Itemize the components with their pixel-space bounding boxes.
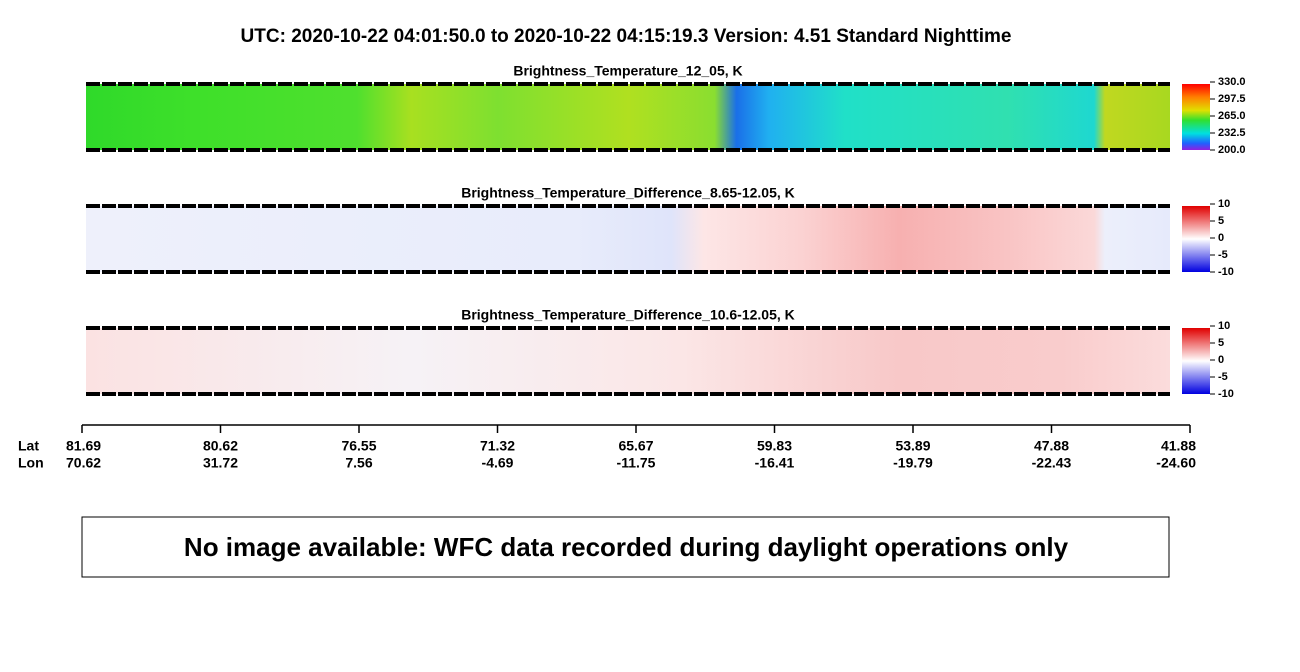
heatmap [86, 84, 1170, 150]
heatmap [86, 328, 1170, 394]
lon-value: -19.79 [893, 455, 933, 471]
colorbar-label: -5 [1218, 249, 1228, 261]
colorbar-label: 5 [1218, 337, 1224, 349]
lat-value: 81.69 [66, 438, 101, 454]
lat-value: 41.88 [1161, 438, 1196, 454]
colorbar [1182, 206, 1210, 272]
colorbar-label: 10 [1218, 320, 1230, 332]
colorbar [1182, 84, 1210, 150]
lon-value: 7.56 [345, 455, 372, 471]
colorbar-label: 0 [1218, 354, 1224, 366]
lon-value: -4.69 [482, 455, 514, 471]
heatmap [86, 206, 1170, 272]
lon-label: Lon [18, 455, 44, 471]
lat-value: 53.89 [895, 438, 930, 454]
colorbar-label: 330.0 [1218, 76, 1246, 88]
colorbar-label: -5 [1218, 371, 1228, 383]
lat-value: 71.32 [480, 438, 515, 454]
panel-title: Brightness_Temperature_12_05, K [513, 63, 742, 79]
colorbar-label: 232.5 [1218, 127, 1246, 139]
colorbar-label: -10 [1218, 266, 1234, 278]
lat-label: Lat [18, 438, 39, 454]
lat-value: 59.83 [757, 438, 792, 454]
colorbar-label: 265.0 [1218, 110, 1246, 122]
lat-value: 65.67 [618, 438, 653, 454]
panels: Brightness_Temperature_12_05, K 330.0 297.… [86, 63, 1246, 400]
lon-value: -24.60 [1156, 455, 1196, 471]
lon-value: 70.62 [66, 455, 101, 471]
colorbar-label: 5 [1218, 215, 1224, 227]
colorbar-label: 10 [1218, 198, 1230, 210]
lat-value: 80.62 [203, 438, 238, 454]
colorbar-label: 0 [1218, 232, 1224, 244]
message-box [81, 516, 1170, 578]
title: UTC: 2020-10-22 04:01:50.0 to 2020-10-22… [241, 26, 1012, 47]
colorbar-label: 200.0 [1218, 144, 1246, 156]
lon-value: -22.43 [1032, 455, 1072, 471]
panel-title: Brightness_Temperature_Difference_10.6-1… [461, 307, 795, 323]
lat-value: 47.88 [1034, 438, 1069, 454]
lon-value: -16.41 [755, 455, 795, 471]
colorbar [1182, 328, 1210, 394]
lon-value: -11.75 [617, 455, 656, 471]
lon-value: 31.72 [203, 455, 238, 471]
colorbar-label: 297.5 [1218, 93, 1246, 105]
message: No image available: WFC data recorded du… [184, 532, 1069, 562]
colorbar-label: -10 [1218, 388, 1234, 400]
panel-title: Brightness_Temperature_Difference_8.65-1… [461, 185, 795, 201]
lat-value: 76.55 [341, 438, 376, 454]
